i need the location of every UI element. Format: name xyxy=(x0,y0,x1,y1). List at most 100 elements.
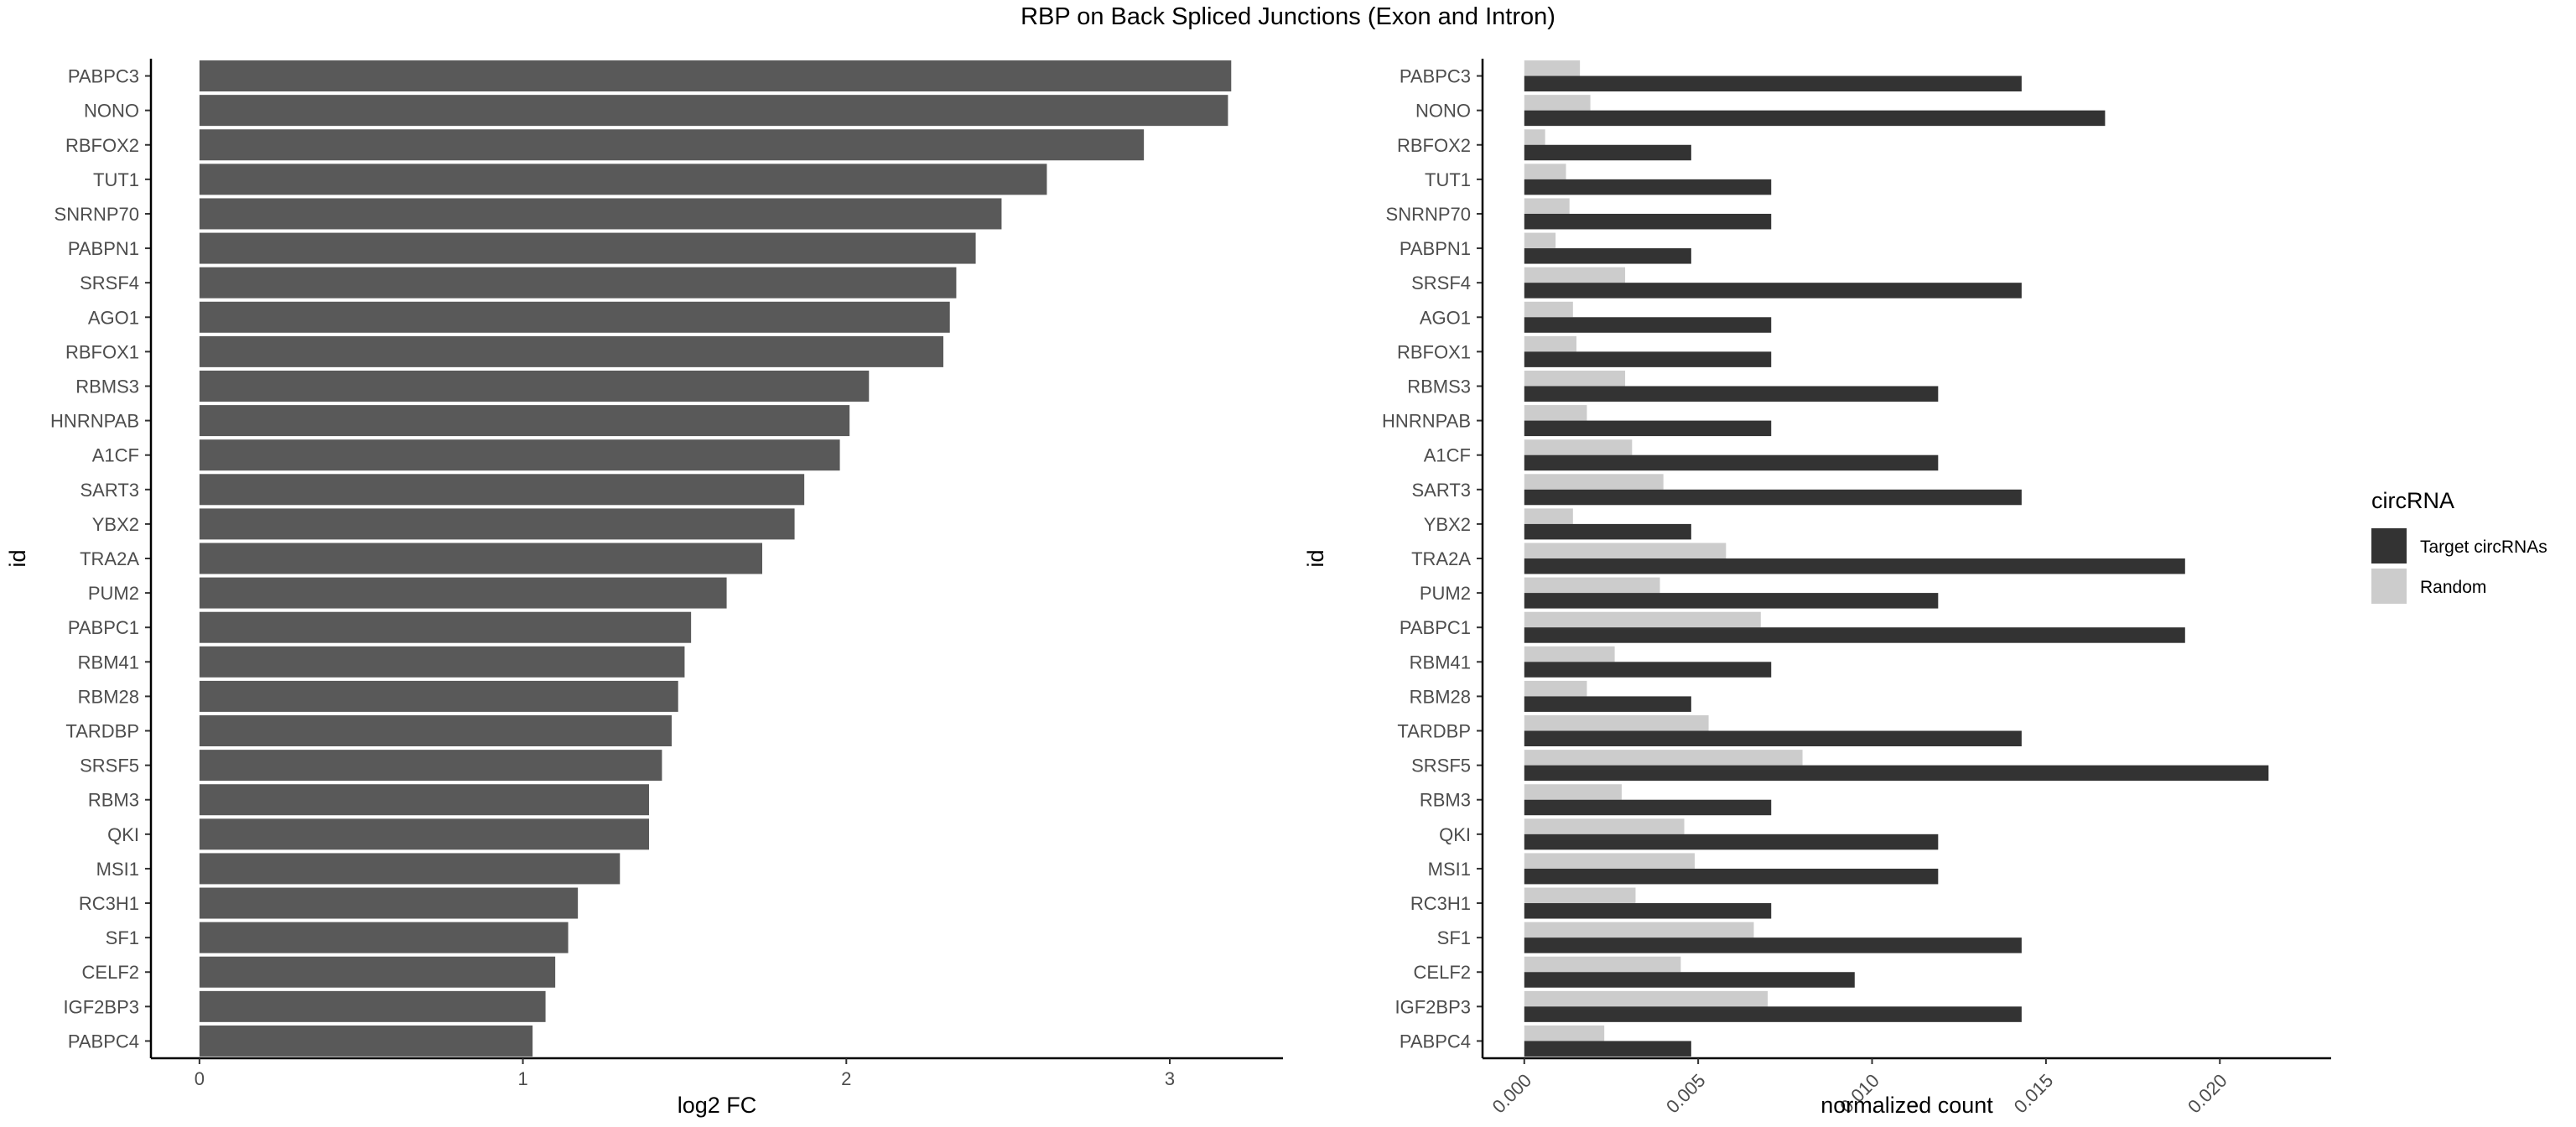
bar-tut1 xyxy=(199,164,1047,195)
y-tick-label-rbm3: RBM3 xyxy=(88,790,139,811)
y-tick-label-tra2a: TRA2A xyxy=(1411,548,1471,569)
legend-title: circRNA xyxy=(2371,488,2454,513)
y-tick-label-sart3: SART3 xyxy=(80,480,139,501)
bar-random-pum2 xyxy=(1524,577,1660,594)
bar-target-rbms3 xyxy=(1524,386,1939,402)
legend: circRNA Target circRNAs Random xyxy=(2371,488,2547,604)
bar-target-a1cf xyxy=(1524,454,1939,471)
bar-target-tut1 xyxy=(1524,179,1772,195)
bar-target-rbm41 xyxy=(1524,662,1772,678)
bar-target-msi1 xyxy=(1524,868,1939,885)
y-tick-label-a1cf: A1CF xyxy=(92,445,139,466)
y-tick-label-pum2: PUM2 xyxy=(88,583,139,604)
bar-celf2 xyxy=(199,956,556,988)
bar-target-rc3h1 xyxy=(1524,903,1772,919)
y-tick-label-rbm28: RBM28 xyxy=(78,686,139,707)
x-axis-title: normalized count xyxy=(1820,1093,1993,1118)
y-tick-label-rbfox2: RBFOX2 xyxy=(65,135,139,156)
bar-random-igf2bp3 xyxy=(1524,990,1768,1007)
x-tick-label-0.020: 0.020 xyxy=(2184,1070,2231,1118)
x-tick-label-0.000: 0.000 xyxy=(1488,1070,1536,1118)
y-tick-label-rbm28: RBM28 xyxy=(1410,686,1471,707)
bar-target-rbm28 xyxy=(1524,696,1691,712)
bar-hnrnpab xyxy=(199,405,850,437)
y-tick-label-msi1: MSI1 xyxy=(1428,859,1471,880)
bar-igf2bp3 xyxy=(199,990,546,1022)
x-tick-label-0: 0 xyxy=(195,1068,205,1089)
bar-target-pum2 xyxy=(1524,593,1939,609)
x-tick-label-3: 3 xyxy=(1165,1068,1175,1089)
y-tick-label-ago1: AGO1 xyxy=(88,307,139,328)
y-tick-label-srsf5: SRSF5 xyxy=(80,756,139,776)
y-tick-label-ybx2: YBX2 xyxy=(1424,514,1471,535)
y-tick-label-nono: NONO xyxy=(84,101,139,122)
bar-a1cf xyxy=(199,439,840,471)
y-tick-label-pum2: PUM2 xyxy=(1420,583,1471,604)
legend-label-1: Random xyxy=(2420,578,2486,597)
bar-msi1 xyxy=(199,853,621,885)
y-tick-label-sf1: SF1 xyxy=(106,927,139,948)
bar-random-sf1 xyxy=(1524,922,1754,938)
bar-random-pabpn1 xyxy=(1524,232,1556,249)
x-axis-title: log2 FC xyxy=(678,1093,757,1118)
y-tick-label-pabpc4: PABPC4 xyxy=(1400,1031,1471,1052)
bar-target-ybx2 xyxy=(1524,523,1691,540)
legend-key-1 xyxy=(2371,569,2407,604)
y-tick-label-msi1: MSI1 xyxy=(96,859,139,880)
y-tick-label-pabpn1: PABPN1 xyxy=(1400,238,1471,259)
y-tick-label-rc3h1: RC3H1 xyxy=(1410,893,1471,914)
bar-rbm28 xyxy=(199,680,678,712)
legend-label-0: Target circRNAs xyxy=(2420,538,2547,557)
y-tick-label-tut1: TUT1 xyxy=(1425,169,1471,190)
bar-rbm3 xyxy=(199,784,649,816)
y-tick-label-snrnp70: SNRNP70 xyxy=(1386,204,1471,225)
bar-sart3 xyxy=(199,474,805,506)
bar-rbm41 xyxy=(199,646,685,678)
bar-tardbp xyxy=(199,715,672,747)
y-tick-label-pabpc3: PABPC3 xyxy=(68,66,139,87)
bar-qki xyxy=(199,818,649,850)
bar-random-ybx2 xyxy=(1524,508,1573,524)
bar-target-pabpc1 xyxy=(1524,627,2185,643)
bar-target-srsf4 xyxy=(1524,283,2022,299)
legend-key-0 xyxy=(2371,528,2407,564)
bar-target-igf2bp3 xyxy=(1524,1006,2022,1022)
bar-random-msi1 xyxy=(1524,853,1695,869)
bar-target-pabpc4 xyxy=(1524,1041,1691,1057)
bar-random-snrnp70 xyxy=(1524,198,1570,214)
x-tick-label-1: 1 xyxy=(517,1068,527,1089)
y-axis-title: id xyxy=(1303,549,1328,567)
bar-nono xyxy=(199,95,1228,127)
bar-random-rbms3 xyxy=(1524,370,1626,387)
chart-title: RBP on Back Spliced Junctions (Exon and … xyxy=(1021,3,1555,30)
bar-random-srsf4 xyxy=(1524,267,1626,283)
bar-target-rbfox2 xyxy=(1524,144,1691,161)
right-panel-normalized-count: PABPC3 NONO RBFOX2 TUT1 SNRNP70 PABPN1 SRSF4 AG… xyxy=(1303,59,2331,1118)
bar-random-sart3 xyxy=(1524,474,1664,490)
bar-random-pabpc4 xyxy=(1524,1025,1605,1041)
bar-rbfox1 xyxy=(199,335,943,367)
bar-rbms3 xyxy=(199,370,870,402)
y-tick-label-rbms3: RBMS3 xyxy=(1407,376,1471,397)
y-tick-label-ybx2: YBX2 xyxy=(92,514,139,535)
bar-pabpc1 xyxy=(199,611,692,643)
y-tick-label-celf2: CELF2 xyxy=(82,962,139,983)
x-tick-label-0.005: 0.005 xyxy=(1662,1070,1710,1118)
bar-sf1 xyxy=(199,922,569,953)
bar-target-pabpn1 xyxy=(1524,248,1691,264)
y-tick-label-srsf4: SRSF4 xyxy=(1411,273,1471,293)
bar-srsf4 xyxy=(199,267,957,299)
bar-target-rbm3 xyxy=(1524,799,1772,816)
y-tick-label-snrnp70: SNRNP70 xyxy=(55,204,139,225)
y-tick-label-rbfox1: RBFOX1 xyxy=(65,341,139,362)
bar-pum2 xyxy=(199,577,727,609)
bar-target-srsf5 xyxy=(1524,765,2269,782)
y-tick-label-qki: QKI xyxy=(107,824,139,845)
y-tick-label-rbm3: RBM3 xyxy=(1420,790,1471,811)
y-tick-label-rbm41: RBM41 xyxy=(1410,652,1471,673)
bar-target-celf2 xyxy=(1524,972,1855,988)
y-tick-label-hnrnpab: HNRNPAB xyxy=(50,411,139,432)
x-tick-label-2: 2 xyxy=(841,1068,851,1089)
bar-random-rbm28 xyxy=(1524,680,1587,697)
